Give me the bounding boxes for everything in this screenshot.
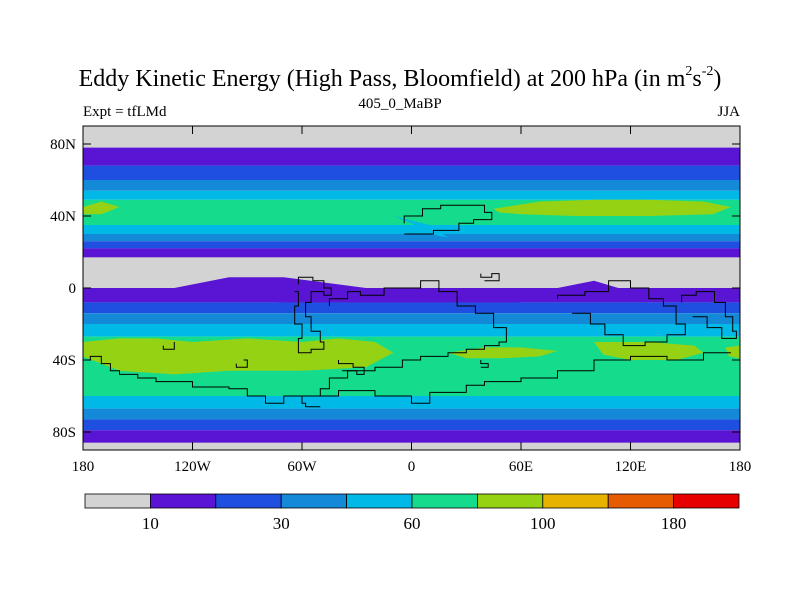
contour-band-9 [83, 248, 740, 258]
y-tick-label-0: 80N [50, 137, 76, 153]
title-sup-1: 2 [685, 64, 693, 79]
x-tick-label-4: 60E [509, 459, 533, 475]
x-tick-label-2: 60W [287, 459, 317, 475]
contour-band-7 [83, 234, 740, 242]
colorbar-label-0: 10 [142, 514, 159, 533]
coastline-9 [235, 359, 248, 368]
colorbar-swatch-8 [607, 493, 675, 509]
plot-title: Eddy Kinetic Energy (High Pass, Bloomfie… [0, 64, 800, 93]
contour-band-0 [83, 126, 740, 148]
contour-region-6 [448, 347, 558, 359]
coastline-0 [89, 352, 731, 404]
contour-regions [83, 199, 740, 375]
colorbar-swatch-7 [542, 493, 609, 509]
contour-region-0 [83, 201, 120, 215]
x-tick-label-1: 120W [174, 459, 212, 475]
coastline-3 [403, 204, 493, 235]
season-label: JJA [717, 104, 740, 120]
colorbar-swatch-1 [149, 493, 217, 509]
contour-band-14 [83, 324, 740, 337]
run-label: 405_0_MaBP [358, 96, 442, 112]
colorbar-swatch-0 [84, 493, 151, 509]
contour-region-4 [557, 280, 649, 299]
colorbar-swatch-2 [215, 493, 282, 509]
contour-region-7 [594, 342, 704, 360]
y-tick-label-2: 0 [69, 281, 77, 297]
title-sup-2: -2 [701, 64, 714, 79]
experiment-label: Expt = tfLMd [83, 104, 167, 120]
title-end: ) [713, 66, 722, 92]
x-tick-label-0: 180 [72, 459, 95, 475]
y-tick-label-3: 40S [53, 353, 76, 369]
coastline-6 [557, 280, 686, 347]
contour-region-3 [156, 277, 521, 303]
colorbar-label-3: 100 [530, 514, 556, 533]
colorbar-swatch-5 [411, 493, 478, 509]
contour-band-3 [83, 180, 740, 191]
coastline-2 [294, 276, 332, 354]
contour-region-2 [393, 216, 448, 238]
contour-band-19 [83, 430, 740, 443]
contour-band-10 [83, 257, 740, 288]
contour-region-1 [493, 199, 731, 216]
coastline-4 [480, 273, 500, 282]
colorbar-label-4: 180 [661, 514, 687, 533]
y-tick-label-1: 40N [50, 209, 76, 225]
colorbar-swatch-3 [280, 493, 348, 509]
coastline-5 [338, 360, 365, 375]
y-tick-label-4: 80S [53, 425, 76, 441]
x-tick-label-5: 120E [615, 459, 647, 475]
colorbar: 10 30 60 100 180 [84, 493, 740, 533]
colorbar-label-2: 60 [404, 514, 421, 533]
coastline-10 [480, 360, 489, 368]
contour-band-4 [83, 190, 740, 200]
contour-band-1 [83, 147, 740, 166]
contour-band-18 [83, 419, 740, 431]
contour-band-8 [83, 241, 740, 249]
contour-band-13 [83, 313, 740, 324]
colorbar-swatch-4 [346, 493, 413, 509]
colorbar-label-1: 30 [273, 514, 290, 533]
axis-ticks: 180 120W 60W 0 60E 120E 180 80N 40N 0 40S 80S [50, 126, 751, 475]
contour-band-2 [83, 165, 740, 180]
colorbar-swatch-6 [476, 493, 544, 509]
contour-region-5 [83, 338, 394, 375]
colorbar-swatch-9 [673, 493, 740, 509]
map-field [83, 126, 740, 450]
coastline-1 [301, 280, 507, 408]
coastlines [89, 204, 737, 408]
title-mid: s [692, 66, 702, 92]
contour-band-17 [83, 408, 740, 420]
coastline-7 [681, 291, 737, 339]
contour-region-8 [725, 345, 740, 359]
x-tick-label-6: 180 [729, 459, 752, 475]
title-main: Eddy Kinetic Energy (High Pass, Bloomfie… [78, 66, 686, 92]
coastline-8 [162, 342, 175, 350]
contour-band-12 [83, 302, 740, 314]
contour-band-6 [83, 225, 740, 234]
x-tick-label-3: 0 [408, 459, 416, 475]
